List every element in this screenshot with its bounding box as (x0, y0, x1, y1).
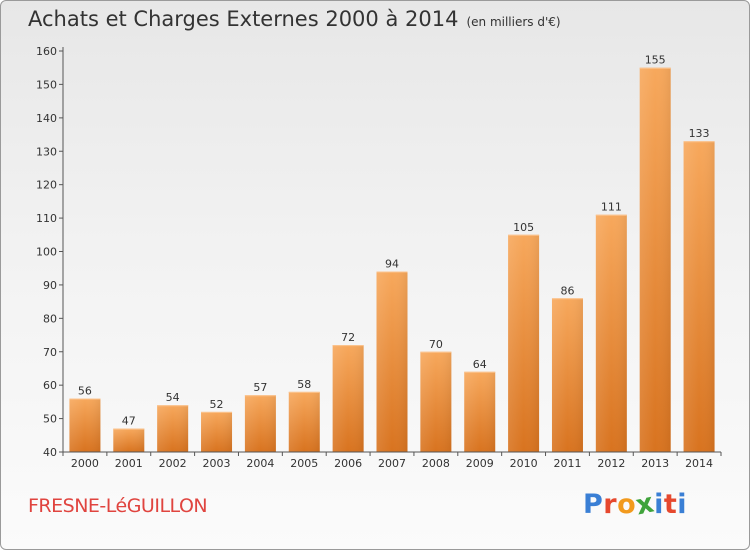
y-axis: 40 50 60 70 80 90 100 110 120 130 140 150 160 (36, 45, 64, 459)
bar-sheen (551, 298, 583, 452)
data-label: 72 (341, 331, 355, 344)
logo-letter: P (583, 489, 604, 520)
data-label: 64 (473, 358, 487, 371)
data-label: 54 (166, 391, 180, 404)
data-label: 105 (513, 221, 534, 234)
y-tick-label: 40 (43, 446, 57, 459)
bar-sheen (464, 371, 496, 452)
data-label: 47 (122, 415, 136, 428)
logo-letter: t (663, 489, 678, 520)
bars: 56 47 54 52 57 58 72 94 70 64 105 86 111 155 133 (69, 54, 715, 452)
data-label: 86 (560, 284, 574, 297)
data-label: 94 (385, 258, 399, 271)
y-tick-label: 60 (43, 379, 57, 392)
x-tick-label: 2014 (685, 457, 713, 470)
y-tick-label: 130 (36, 145, 57, 158)
bar-sheen (639, 67, 671, 452)
x-tick-label: 2001 (115, 457, 143, 470)
bar-sheen (288, 391, 320, 452)
y-tick-label: 110 (36, 212, 57, 225)
data-label: 58 (297, 378, 311, 391)
x-tick-label: 2004 (246, 457, 274, 470)
logo-letter: o (617, 489, 637, 520)
bar-sheen (683, 141, 715, 452)
bar-sheen (113, 428, 145, 452)
y-tick-label: 80 (43, 312, 57, 325)
x-tick-label: 2009 (466, 457, 494, 470)
data-label: 155 (645, 54, 666, 67)
y-tick-label: 160 (36, 45, 57, 58)
bar-sheen (376, 271, 408, 452)
y-tick-label: 120 (36, 179, 57, 192)
title-text: Achats et Charges Externes 2000 à 2014 (28, 7, 459, 31)
data-label: 111 (601, 201, 622, 214)
x-tick-label: 2000 (71, 457, 99, 470)
bar-sheen (157, 405, 189, 452)
commune-name: FRESNE-LéGUILLON (28, 495, 208, 517)
x-tick-label: 2013 (641, 457, 669, 470)
y-tick-label: 70 (43, 346, 57, 359)
logo-letter: i (677, 489, 688, 520)
bar-sheen (595, 214, 627, 452)
x-axis: 2000 2001 2002 2003 2004 2005 2006 2007 2008 2009… (62, 451, 722, 470)
x-tick-label: 2008 (422, 457, 450, 470)
logo-letter: r (603, 489, 618, 520)
x-tick-label: 2006 (334, 457, 362, 470)
y-tick-label: 90 (43, 279, 57, 292)
chart-subtitle: (en milliers d'€) (466, 15, 561, 29)
data-label: 52 (210, 398, 224, 411)
logo-letter: i (654, 489, 664, 520)
bar-sheen (508, 234, 540, 452)
y-tick-label: 150 (36, 78, 57, 91)
bar-sheen (201, 411, 233, 452)
y-tick-label: 140 (36, 112, 57, 125)
data-label: 57 (253, 381, 267, 394)
data-label: 133 (689, 127, 710, 140)
data-label: 56 (78, 385, 92, 398)
y-tick-label: 100 (36, 246, 57, 259)
x-tick-label: 2003 (203, 457, 231, 470)
x-tick-label: 2002 (159, 457, 187, 470)
proxiti-logo: Proxiti (583, 487, 688, 521)
x-tick-label: 2012 (597, 457, 625, 470)
chart-title: Achats et Charges Externes 2000 à 2014 (e… (28, 7, 561, 31)
bar-sheen (244, 395, 276, 452)
x-tick-label: 2011 (553, 457, 581, 470)
x-tick-label: 2010 (510, 457, 538, 470)
bar-sheen (420, 351, 452, 452)
y-tick-label: 50 (43, 413, 57, 426)
bar-sheen (332, 345, 364, 452)
x-tick-label: 2007 (378, 457, 406, 470)
data-label: 70 (429, 338, 443, 351)
bar-sheen (69, 398, 101, 452)
x-tick-label: 2005 (290, 457, 318, 470)
